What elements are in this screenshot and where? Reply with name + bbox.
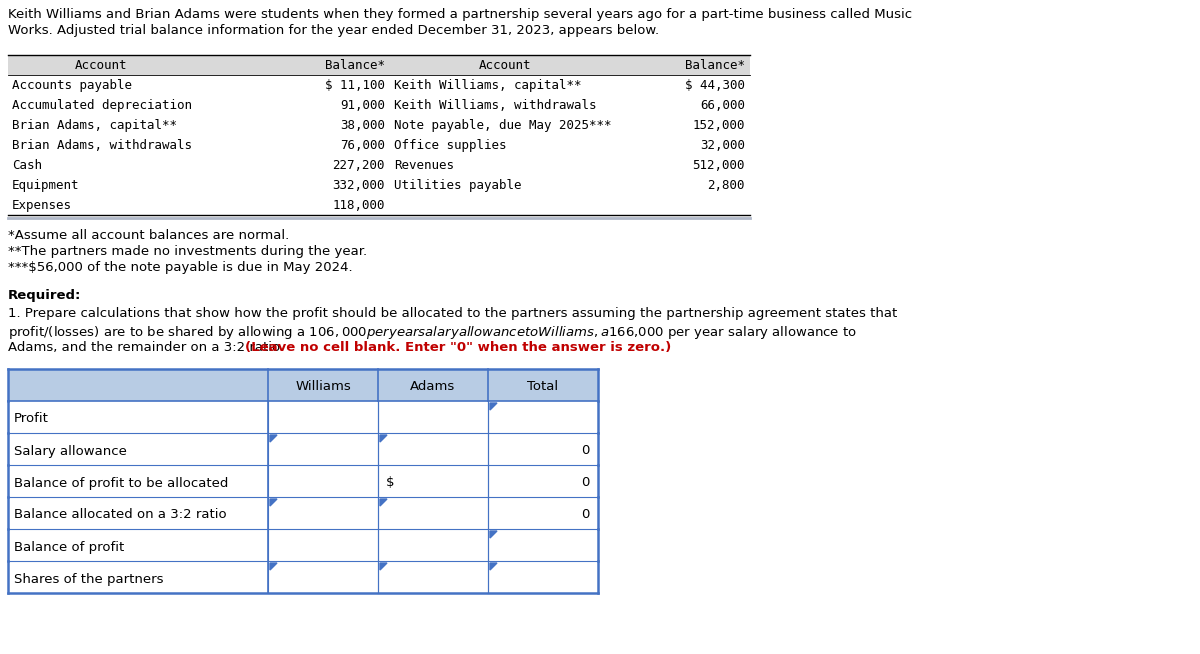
Text: 76,000: 76,000 [340,139,385,152]
Text: Office supplies: Office supplies [394,139,506,152]
Text: Salary allowance: Salary allowance [14,445,127,458]
Bar [8,55,750,75]
Bar [8,465,598,497]
Polygon shape [270,563,277,570]
Text: Note payable, due May 2025***: Note payable, due May 2025*** [394,119,612,132]
Text: 0: 0 [582,445,590,458]
Text: Adams, and the remainder on a 3:2 ratio.: Adams, and the remainder on a 3:2 ratio. [8,341,288,354]
Text: Balance of profit to be allocated: Balance of profit to be allocated [14,477,228,489]
Text: 512,000: 512,000 [692,159,745,172]
Text: $ 11,100: $ 11,100 [325,79,385,92]
Text: Keith Williams and Brian Adams were students when they formed a partnership seve: Keith Williams and Brian Adams were stud… [8,8,912,21]
Text: Utilities payable: Utilities payable [394,179,522,192]
Text: 118,000: 118,000 [332,199,385,212]
Text: Williams: Williams [295,381,350,394]
Text: ***$56,000 of the note payable is due in May 2024.: ***$56,000 of the note payable is due in… [8,261,353,274]
Text: Equipment: Equipment [12,179,79,192]
Text: Brian Adams, capital**: Brian Adams, capital** [12,119,178,132]
Text: $ 44,300: $ 44,300 [685,79,745,92]
Text: Total: Total [528,381,558,394]
Polygon shape [490,403,497,410]
Text: Profit: Profit [14,413,49,426]
Polygon shape [270,499,277,506]
Text: 1. Prepare calculations that show how the profit should be allocated to the part: 1. Prepare calculations that show how th… [8,307,898,320]
Text: 91,000: 91,000 [340,99,385,112]
Polygon shape [380,435,386,442]
Text: Account: Account [76,59,127,72]
Text: 32,000: 32,000 [700,139,745,152]
Text: Required:: Required: [8,289,82,302]
Text: (Leave no cell blank. Enter "0" when the answer is zero.): (Leave no cell blank. Enter "0" when the… [245,341,671,354]
Text: Cash: Cash [12,159,42,172]
Text: Shares of the partners: Shares of the partners [14,572,163,585]
Bar [8,497,598,529]
Text: 227,200: 227,200 [332,159,385,172]
Text: profit/(losses) are to be shared by allowing a $106,000 per year salary allowanc: profit/(losses) are to be shared by allo… [8,324,857,341]
Text: Balance*: Balance* [325,59,385,72]
Text: Balance*: Balance* [685,59,745,72]
Bar [8,369,598,401]
Text: 152,000: 152,000 [692,119,745,132]
Text: $: $ [386,477,395,489]
Text: 38,000: 38,000 [340,119,385,132]
Bar [8,529,598,561]
Text: Keith Williams, capital**: Keith Williams, capital** [394,79,582,92]
Text: Accounts payable: Accounts payable [12,79,132,92]
Text: 2,800: 2,800 [708,179,745,192]
Text: Adams: Adams [410,381,456,394]
Text: Balance of profit: Balance of profit [14,540,125,553]
Text: Revenues: Revenues [394,159,454,172]
Text: 332,000: 332,000 [332,179,385,192]
Polygon shape [490,531,497,538]
Text: Brian Adams, withdrawals: Brian Adams, withdrawals [12,139,192,152]
Text: Keith Williams, withdrawals: Keith Williams, withdrawals [394,99,596,112]
Text: *Assume all account balances are normal.: *Assume all account balances are normal. [8,229,289,242]
Text: 0: 0 [582,509,590,521]
Polygon shape [380,499,386,506]
Text: **The partners made no investments during the year.: **The partners made no investments durin… [8,245,367,258]
Bar [8,433,598,465]
Text: Accumulated depreciation: Accumulated depreciation [12,99,192,112]
Polygon shape [490,563,497,570]
Bar [8,561,598,593]
Text: Works. Adjusted trial balance information for the year ended December 31, 2023, : Works. Adjusted trial balance informatio… [8,24,659,37]
Polygon shape [380,563,386,570]
Text: 0: 0 [582,477,590,489]
Bar [8,401,598,433]
Text: Expenses: Expenses [12,199,72,212]
Text: Balance allocated on a 3:2 ratio: Balance allocated on a 3:2 ratio [14,509,227,521]
Polygon shape [270,435,277,442]
Text: 66,000: 66,000 [700,99,745,112]
Text: Account: Account [479,59,532,72]
